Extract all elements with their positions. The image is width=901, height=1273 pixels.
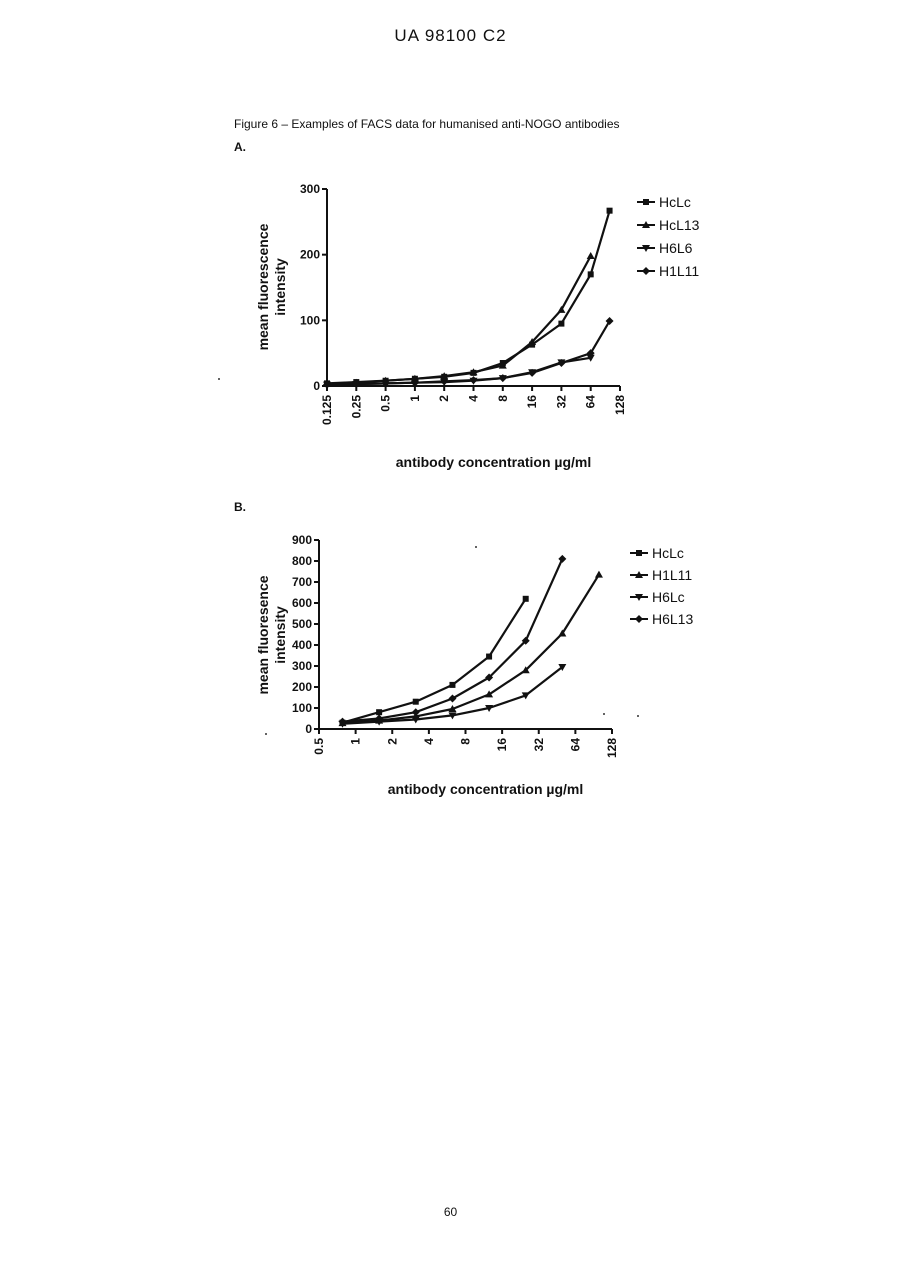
legend-marker <box>635 615 643 623</box>
y-tick-label: 0 <box>305 722 312 736</box>
y-tick-label: 900 <box>292 533 312 547</box>
series-line <box>343 575 600 724</box>
y-tick-label: 500 <box>292 617 312 631</box>
y-tick-label: 100 <box>292 701 312 715</box>
y-tick-label: 400 <box>292 638 312 652</box>
scan-speck <box>218 378 220 380</box>
data-point <box>558 555 566 563</box>
y-tick-label: 800 <box>292 554 312 568</box>
legend-label: H6L13 <box>652 611 693 627</box>
x-tick-label: 0.5 <box>312 738 326 755</box>
x-tick-label: 4 <box>422 738 436 745</box>
legend-label: HcLc <box>652 545 684 561</box>
data-point <box>486 654 492 660</box>
x-tick-label: 128 <box>605 738 619 758</box>
page-number: 60 <box>0 1205 901 1219</box>
y-tick-label: 200 <box>292 680 312 694</box>
y-tick-label: 300 <box>292 659 312 673</box>
chart-b: 0 100 200 300 400 500 600 700 800 900 0.5 1 2 4 8 16 32 6… <box>0 0 901 820</box>
legend-marker <box>636 550 642 556</box>
scan-speck <box>265 733 267 735</box>
x-tick-label: 1 <box>349 738 363 745</box>
legend-label: H1L11 <box>652 567 692 583</box>
data-point <box>413 699 419 705</box>
y-axis-title-line: mean fluoresence <box>255 575 271 694</box>
y-axis-title-line: intensity <box>272 606 288 664</box>
x-axis-title: antibody concentration µg/ml <box>388 781 584 797</box>
data-point <box>523 596 529 602</box>
x-tick-label: 64 <box>568 738 582 752</box>
scan-speck <box>637 715 639 717</box>
data-point <box>376 709 382 715</box>
data-point <box>449 682 455 688</box>
x-tick-label: 8 <box>459 738 473 745</box>
y-tick-label: 700 <box>292 575 312 589</box>
legend-label: H6Lc <box>652 589 685 605</box>
scan-speck <box>475 546 477 548</box>
y-axis-title: mean fluoresenceintensity <box>255 575 288 694</box>
scan-speck <box>603 713 605 715</box>
x-tick-label: 32 <box>532 738 546 752</box>
x-tick-label: 16 <box>495 738 509 752</box>
data-point <box>595 571 603 578</box>
y-tick-label: 600 <box>292 596 312 610</box>
x-tick-label: 2 <box>385 738 399 745</box>
